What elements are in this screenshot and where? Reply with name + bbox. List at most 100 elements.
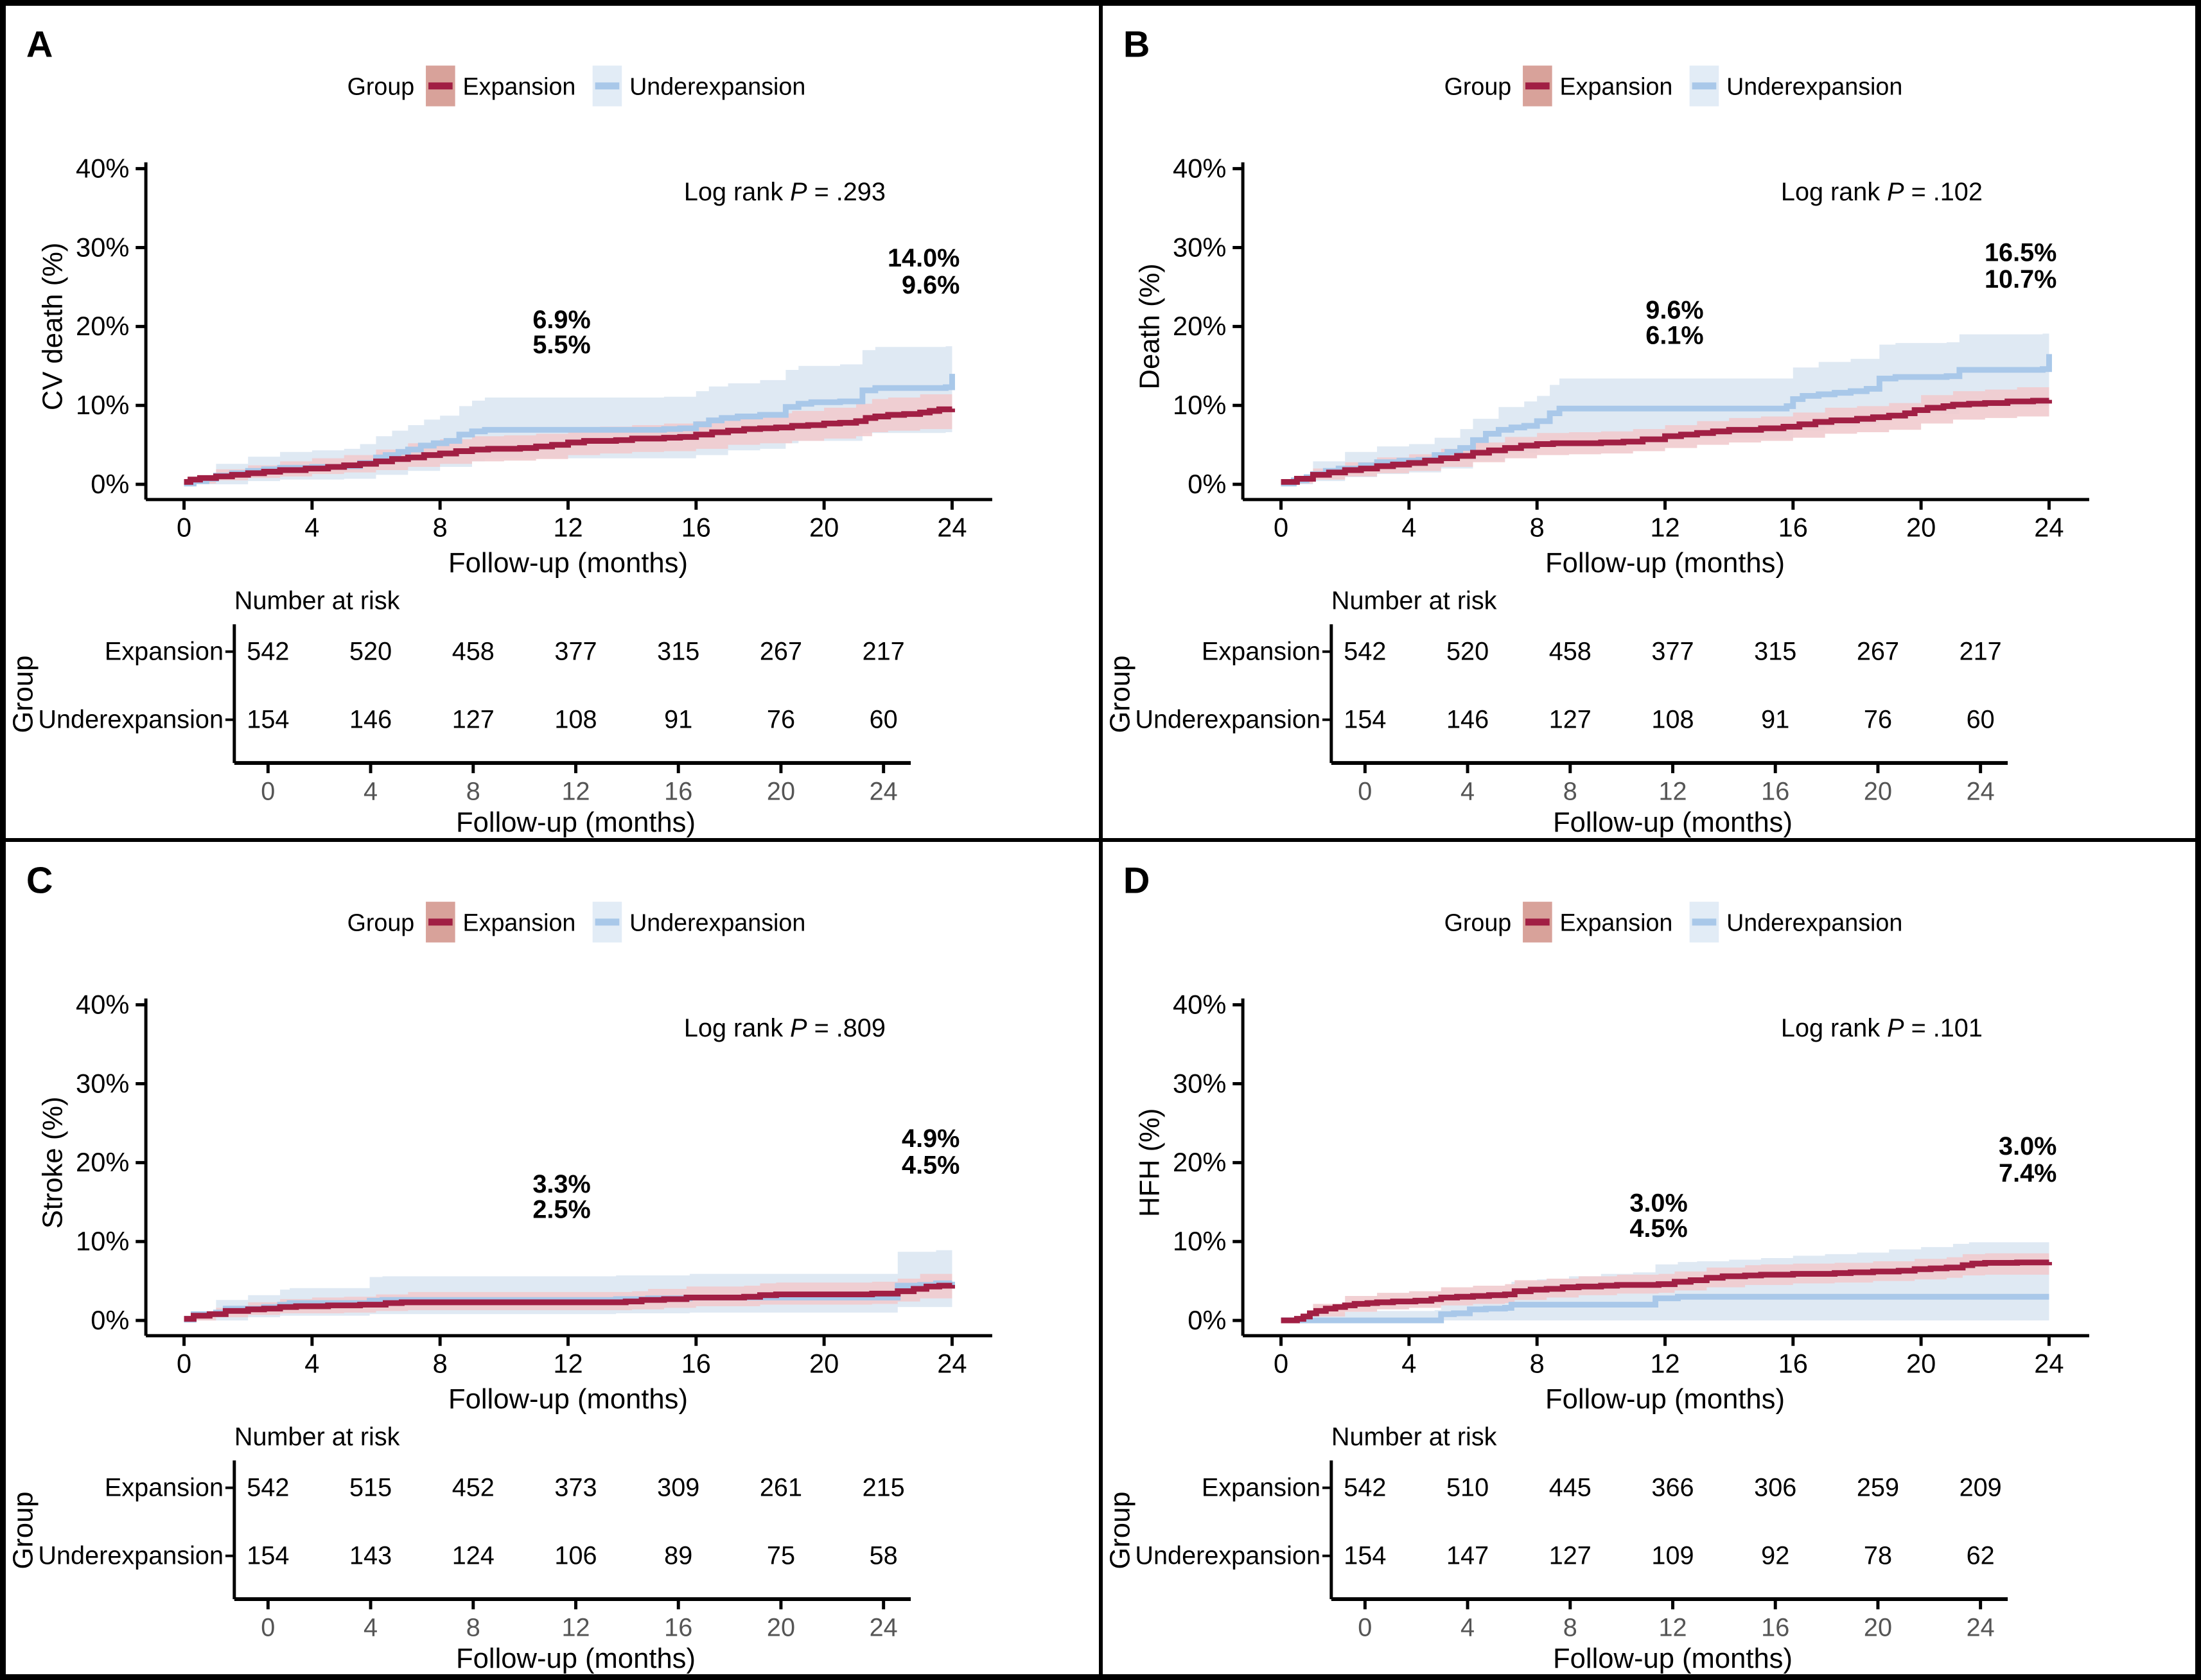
x-tick-label: 8 <box>1529 512 1544 542</box>
y-tick-label: 30% <box>76 1068 129 1098</box>
risk-row-underexpansion: Underexpansion 154 143 124 106 89 75 58 <box>38 1542 897 1570</box>
risk-table-title: Number at risk <box>1331 586 1496 615</box>
mid-annotation-underexpansion: 3.3% <box>532 1170 590 1198</box>
risk-row-label: Underexpansion <box>1135 1542 1320 1570</box>
risk-count: 366 <box>1651 1474 1694 1502</box>
log-rank-text: Log rank P = .293 <box>684 178 886 206</box>
panel-B-chart: B Group Expansion Underexpansion 0% 10% 20% 30%… <box>1105 24 2089 838</box>
x-axis-label: Follow-up (months) <box>1545 548 1785 579</box>
legend: Group Expansion Underexpansion <box>1444 902 1902 943</box>
panel-B: B Group Expansion Underexpansion 0% 10% 20% 30%… <box>1100 4 2197 840</box>
risk-x-tick-label: 24 <box>870 1614 898 1642</box>
risk-row-expansion: Expansion 542 520 458 377 315 267 217 <box>1201 638 2001 666</box>
legend-label-expansion: Expansion <box>463 73 576 100</box>
mid-annotation-expansion: 4.5% <box>1629 1214 1687 1243</box>
legend-label-underexpansion: Underexpansion <box>629 909 805 936</box>
risk-count: 76 <box>1863 706 1891 734</box>
y-tick-label: 0% <box>1188 469 1226 499</box>
y-tick-label: 40% <box>1173 153 1226 184</box>
end-annotation-underexpansion: 4.9% <box>902 1124 960 1153</box>
x-tick-label: 8 <box>1529 1348 1544 1378</box>
y-axis-label: CV death (%) <box>37 243 68 411</box>
log-rank-text: Log rank P = .101 <box>1780 1014 1982 1042</box>
panel-C-chart: C Group Expansion Underexpansion 0% 10% 20% 30%… <box>8 860 992 1674</box>
x-tick-label: 24 <box>2034 512 2064 542</box>
risk-count: 315 <box>657 638 699 666</box>
risk-count: 154 <box>247 1542 289 1570</box>
risk-x-axis-label: Follow-up (months) <box>1553 807 1793 838</box>
number-at-risk-table: Number at risk Expansion 542 520 458 377 315 26… <box>8 586 911 838</box>
risk-count: 458 <box>1548 638 1591 666</box>
y-tick-label: 10% <box>1173 1226 1226 1256</box>
x-tick-label: 16 <box>1778 1348 1807 1378</box>
risk-x-tick-label: 4 <box>1460 778 1475 806</box>
legend-label-underexpansion: Underexpansion <box>629 73 805 100</box>
log-rank-text: Log rank P = .102 <box>1780 178 1982 206</box>
risk-row-label: Underexpansion <box>38 1542 224 1570</box>
x-tick-label: 20 <box>1906 512 1935 542</box>
risk-row-expansion: Expansion 542 510 445 366 306 259 209 <box>1201 1474 2001 1502</box>
risk-table-title: Number at risk <box>1331 1422 1496 1451</box>
x-tick-label: 24 <box>937 512 967 542</box>
risk-row-underexpansion: Underexpansion 154 147 127 109 92 78 62 <box>1135 1542 1994 1570</box>
legend-title: Group <box>1444 73 1511 100</box>
risk-row-label: Expansion <box>105 1474 224 1502</box>
risk-count: 520 <box>349 638 392 666</box>
risk-count: 147 <box>1446 1542 1489 1570</box>
risk-row-expansion: Expansion 542 520 458 377 315 267 217 <box>105 638 905 666</box>
y-tick-label: 30% <box>76 232 129 262</box>
risk-x-tick-label: 4 <box>364 778 378 806</box>
x-tick-label: 0 <box>177 512 191 542</box>
end-annotation-underexpansion: 14.0% <box>888 244 960 272</box>
panel-C: C Group Expansion Underexpansion 0% 10% 20% 30%… <box>4 840 1101 1676</box>
risk-count: 267 <box>1856 638 1898 666</box>
legend-label-expansion: Expansion <box>463 909 576 936</box>
legend: Group Expansion Underexpansion <box>347 902 805 943</box>
risk-group-axis-label: Group <box>8 1492 39 1570</box>
x-tick-label: 12 <box>553 1348 583 1378</box>
y-axis-label: Death (%) <box>1134 263 1165 389</box>
risk-count: 127 <box>1548 1542 1591 1570</box>
risk-count: 452 <box>452 1474 495 1502</box>
risk-count: 542 <box>1344 638 1386 666</box>
risk-row-label: Underexpansion <box>1135 706 1320 734</box>
risk-count: 445 <box>1548 1474 1591 1502</box>
x-tick-label: 4 <box>304 512 319 542</box>
risk-x-tick-label: 20 <box>767 1614 795 1642</box>
risk-x-tick-label: 8 <box>1563 1614 1577 1642</box>
risk-count: 373 <box>554 1474 597 1502</box>
x-tick-label: 12 <box>553 512 583 542</box>
risk-count: 154 <box>1344 1542 1386 1570</box>
x-tick-label: 0 <box>1273 1348 1288 1378</box>
mid-annotation-underexpansion: 9.6% <box>1645 296 1703 324</box>
risk-count: 259 <box>1856 1474 1898 1502</box>
risk-x-axis-label: Follow-up (months) <box>456 1643 696 1674</box>
expansion-curve <box>1281 1259 2052 1324</box>
risk-count: 217 <box>863 638 905 666</box>
risk-x-tick-label: 20 <box>767 778 795 806</box>
risk-count: 91 <box>1761 706 1789 734</box>
y-tick-label: 20% <box>76 1147 129 1177</box>
risk-x-tick-label: 16 <box>1761 1614 1789 1642</box>
risk-count: 108 <box>554 706 597 734</box>
number-at-risk-table: Number at risk Expansion 542 515 452 373 309 26… <box>8 1422 911 1674</box>
legend-label-expansion: Expansion <box>1559 909 1672 936</box>
mid-annotation-expansion: 2.5% <box>532 1195 590 1223</box>
risk-count: 267 <box>760 638 802 666</box>
risk-count: 261 <box>760 1474 802 1502</box>
x-tick-label: 4 <box>1401 512 1416 542</box>
x-tick-label: 4 <box>304 1348 319 1378</box>
risk-x-tick-label: 0 <box>261 778 275 806</box>
risk-count: 542 <box>1344 1474 1386 1502</box>
mid-annotation-expansion: 5.5% <box>532 331 590 359</box>
panel-letter: D <box>1123 860 1150 901</box>
end-annotation-expansion: 10.7% <box>1985 265 2056 293</box>
risk-count: 91 <box>664 706 692 734</box>
panel-letter: A <box>26 24 53 65</box>
underexpansion-curve <box>1281 1293 2049 1324</box>
risk-x-tick-label: 12 <box>1658 778 1687 806</box>
x-tick-label: 4 <box>1401 1348 1416 1378</box>
risk-x-tick-label: 24 <box>870 778 898 806</box>
risk-count: 108 <box>1651 706 1694 734</box>
y-tick-label: 10% <box>76 1226 129 1256</box>
